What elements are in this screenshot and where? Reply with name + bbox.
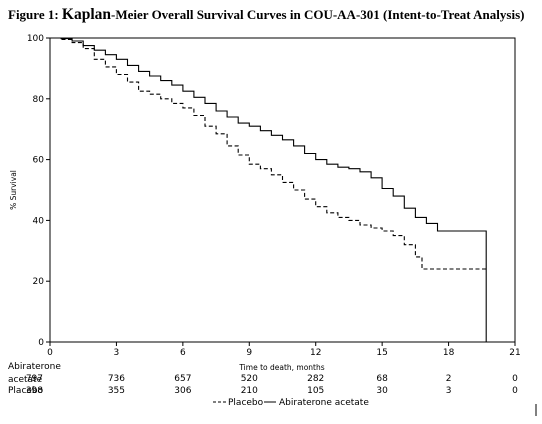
- risk-row2-value: 3: [446, 386, 452, 396]
- x-axis: 0 3 6 9 12 15 18 21: [47, 342, 521, 358]
- figure-title-emphasis: Kaplan: [61, 6, 112, 23]
- x-tick-label: 21: [509, 348, 520, 358]
- risk-row2-value: 355: [108, 386, 125, 396]
- x-tick-label: 15: [376, 348, 387, 358]
- risk-row2-value: 210: [241, 386, 258, 396]
- figure-title-rest: -Meier Overall Survival Curves in COU-AA…: [111, 7, 525, 22]
- x-tick-label: 6: [180, 348, 186, 358]
- legend-abiraterone-label: Abiraterone acetate: [279, 398, 369, 408]
- y-axis: 0 20 40 60 80 100: [27, 34, 50, 348]
- risk-row1-value: 520: [241, 374, 258, 384]
- risk-row2-value: 398: [26, 386, 43, 396]
- x-tick-label: 18: [443, 348, 455, 358]
- survival-curves: [50, 37, 487, 342]
- risk-row2-value: 105: [307, 386, 324, 396]
- y-tick-label: 80: [33, 95, 45, 105]
- risk-row1-label-line1: Abiraterone: [8, 362, 61, 372]
- risk-row2-value: 0: [512, 386, 518, 396]
- x-axis-label: Time to death, months: [238, 363, 324, 372]
- risk-row1-value: 797: [26, 374, 43, 384]
- x-tick-label: 0: [47, 348, 53, 358]
- risk-row1-value: 2: [446, 374, 452, 384]
- x-tick-label: 9: [246, 348, 252, 358]
- x-tick-label: 3: [114, 348, 120, 358]
- figure-title-prefix: Figure 1:: [8, 7, 62, 22]
- placebo-curve: [50, 37, 487, 270]
- legend-placebo-label: Placebo: [228, 398, 264, 408]
- y-tick-label: 40: [33, 216, 45, 226]
- y-tick-label: 20: [33, 277, 45, 287]
- y-axis-label: % Survival: [9, 170, 18, 210]
- plot-frame: [49, 37, 516, 343]
- y-tick-label: 0: [38, 338, 44, 348]
- y-tick-label: 60: [33, 156, 45, 166]
- risk-row1-value: 68: [376, 374, 388, 384]
- risk-row1-value: 736: [108, 374, 125, 384]
- x-tick-label: 12: [310, 348, 321, 358]
- risk-row1-value: 657: [174, 374, 191, 384]
- y-tick-label: 100: [27, 34, 44, 44]
- risk-row1-value: 282: [307, 374, 324, 384]
- risk-row1-label-line2: acetate: [8, 375, 43, 385]
- figure-title: Figure 1: Kaplan-Meier Overall Survival …: [8, 6, 538, 24]
- risk-row2-label: Placebo: [8, 386, 44, 396]
- abiraterone-curve: [50, 37, 487, 342]
- risk-row2-value: 306: [174, 386, 191, 396]
- risk-row2-value: 30: [376, 386, 388, 396]
- risk-row1-value: 0: [512, 374, 518, 384]
